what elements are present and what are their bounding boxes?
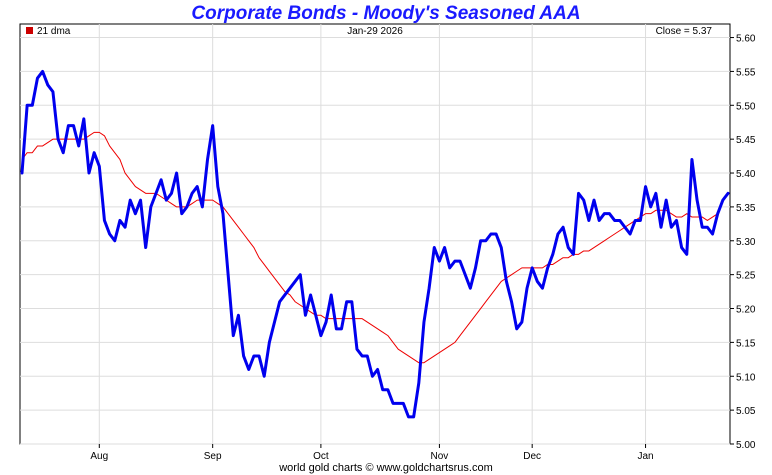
- x-tick-label: Aug: [90, 451, 108, 462]
- chart-svg: 5.00 5.05 5.10 5.15 5.20 5.25 5.30 5.35 5.40 5.45…: [19, 23, 756, 462]
- x-tick-label: Nov: [431, 451, 449, 462]
- series-lines: [20, 69, 730, 419]
- close-label: Close = 5.37: [656, 26, 713, 37]
- x-tick-label: Oct: [313, 451, 329, 462]
- y-tick-label: 5.55: [736, 67, 756, 78]
- x-axis: Aug Sep Oct Nov Dec Jan: [90, 444, 654, 462]
- y-tick-label: 5.45: [736, 135, 756, 146]
- y-tick-label: 5.25: [736, 271, 756, 282]
- yield-line: [20, 69, 730, 419]
- y-tick-label: 5.15: [736, 338, 756, 349]
- x-tick-label: Dec: [523, 451, 541, 462]
- chart-title: Corporate Bonds - Moody's Seasoned AAA: [191, 3, 581, 24]
- grid-lines: [20, 24, 730, 445]
- y-tick-label: 5.05: [736, 406, 756, 417]
- footer-credit: world gold charts © www.goldchartsrus.co…: [279, 462, 493, 474]
- y-tick-label: 5.00: [736, 440, 756, 451]
- y-axis: 5.00 5.05 5.10 5.15 5.20 5.25 5.30 5.35 5.40 5.45…: [730, 34, 756, 451]
- x-tick-label: Sep: [204, 451, 222, 462]
- y-tick-label: 5.50: [736, 101, 756, 112]
- y-tick-label: 5.10: [736, 372, 756, 383]
- y-tick-label: 5.30: [736, 237, 756, 248]
- y-tick-label: 5.40: [736, 169, 756, 180]
- legend-label-21dma: 21 dma: [37, 26, 71, 37]
- y-tick-label: 5.35: [736, 203, 756, 214]
- plot-area: [19, 23, 731, 445]
- ma-21-line: [21, 131, 719, 364]
- legend-swatch: [26, 27, 33, 34]
- date-label: Jan-29 2026: [347, 26, 403, 37]
- y-tick-label: 5.20: [736, 305, 756, 316]
- x-tick-label: Jan: [637, 451, 653, 462]
- y-tick-label: 5.60: [736, 34, 756, 45]
